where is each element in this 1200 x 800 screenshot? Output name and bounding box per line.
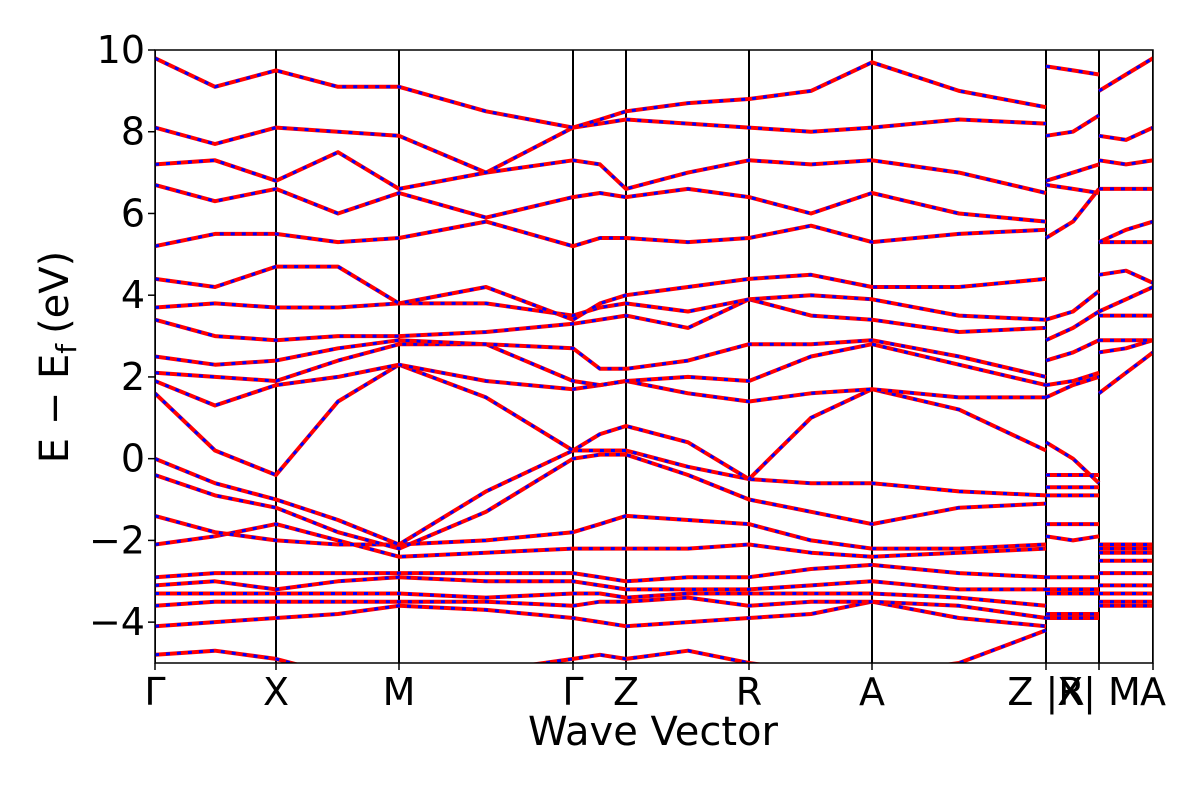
band-line-overlay <box>155 559 1153 583</box>
band-line-overlay <box>155 338 1153 485</box>
y-label-unit: (eV) <box>32 251 78 334</box>
band-line-overlay <box>155 514 1153 551</box>
band-line-overlay <box>155 453 1153 551</box>
x-tick-label: A <box>1140 670 1166 714</box>
band-line-overlay <box>155 269 1153 342</box>
y-label-sub: f <box>50 343 83 354</box>
band-line <box>155 113 1153 175</box>
band-line-overlay <box>155 150 1153 195</box>
band-line <box>155 182 1153 224</box>
band-line-overlay <box>155 56 1153 130</box>
band-line-overlay <box>155 183 1153 224</box>
x-tick-label: Γ <box>562 670 583 714</box>
y-tick-label: 2 <box>121 355 145 399</box>
band-line-overlay <box>155 592 1153 620</box>
y-tick-label: 10 <box>97 28 145 72</box>
band-line-overlay <box>155 285 1153 363</box>
x-tick-label: M <box>383 670 416 714</box>
band-line-overlay <box>155 600 1153 628</box>
band-line-overlay <box>155 240 1153 322</box>
band-line <box>155 150 1153 195</box>
y-tick-label: −2 <box>89 518 145 562</box>
band-line-overlay <box>155 114 1153 175</box>
plot-frame <box>154 49 1154 664</box>
x-tick-label: X <box>263 670 289 714</box>
band-line <box>155 452 1153 551</box>
band-line <box>155 56 1153 130</box>
band-line-overlay <box>155 449 1153 551</box>
x-tick-label: R <box>736 670 762 714</box>
y-tick-label: 6 <box>121 191 145 235</box>
band-line <box>155 285 1153 363</box>
band-line-overlay <box>155 522 1153 559</box>
y-tick-label: 8 <box>121 110 145 154</box>
x-tick-label: Γ <box>144 670 165 714</box>
y-tick-label: −4 <box>89 600 145 644</box>
band-line-overlay <box>155 187 1153 248</box>
y-tick-label: 4 <box>121 273 145 317</box>
y-axis-label: E − Ef (eV) <box>32 251 83 464</box>
y-tick-label: 0 <box>121 437 145 481</box>
bands <box>155 50 1153 663</box>
band-line-overlay <box>155 604 1153 663</box>
x-axis-label: Wave Vector <box>528 709 779 755</box>
x-tick-label: Z |R <box>1007 670 1084 715</box>
x-tick-label: A <box>859 670 885 714</box>
band-line-overlay <box>155 314 1153 387</box>
band-line-overlay <box>155 571 1153 591</box>
band-line <box>155 558 1153 584</box>
x-tick-label: X| M <box>1057 670 1141 715</box>
band-line-overlay <box>155 338 1153 399</box>
y-label-main: E − E <box>32 354 78 464</box>
x-tick-label: Z <box>613 670 639 714</box>
